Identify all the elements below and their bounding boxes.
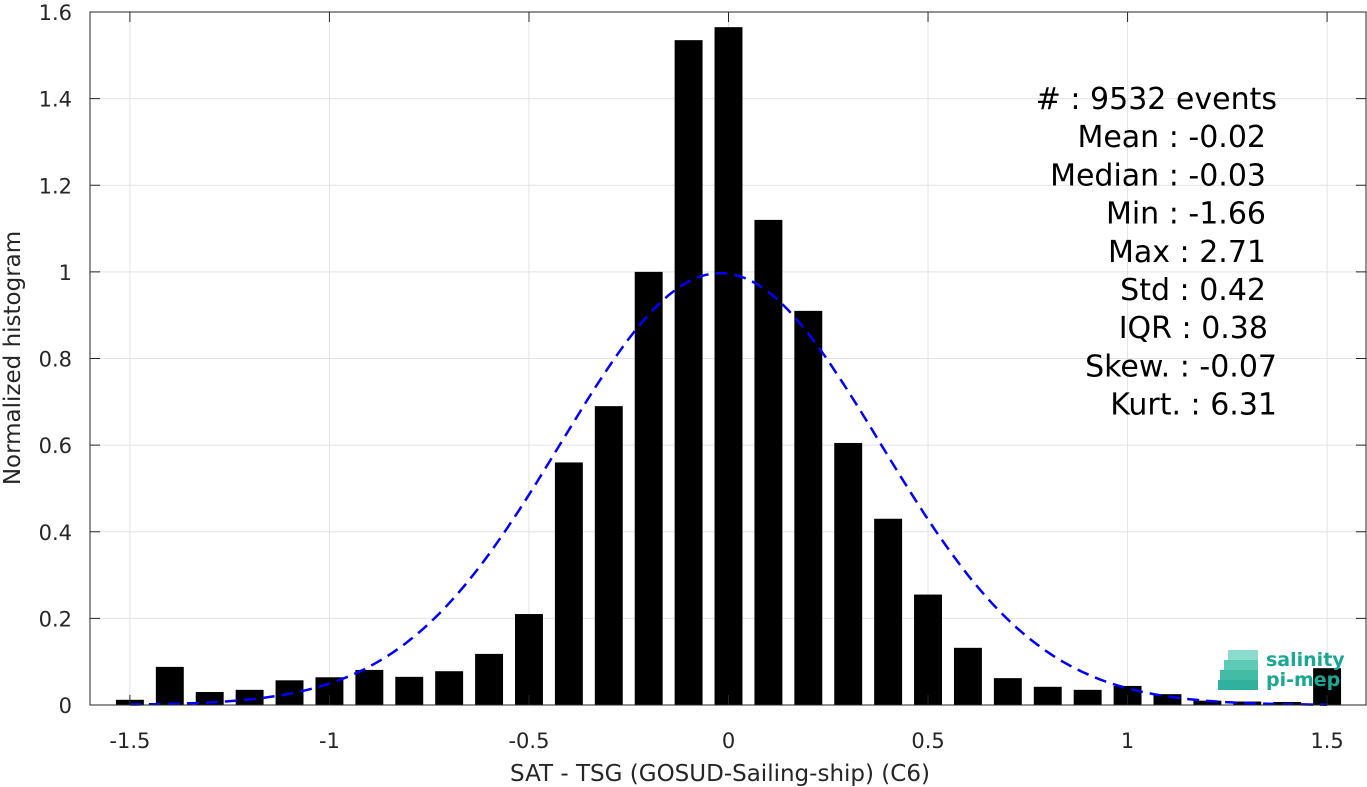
histogram-bar xyxy=(914,594,942,705)
y-tick-label: 0 xyxy=(59,694,72,718)
histogram-bars xyxy=(115,27,1342,706)
histogram-bar xyxy=(155,666,184,705)
salinity-pimep-logo: salinity pi-mep xyxy=(1218,649,1345,691)
x-tick-label: -1.5 xyxy=(109,729,150,753)
histogram-bar xyxy=(1033,686,1062,705)
axes-frame xyxy=(89,11,1367,706)
histogram-bar xyxy=(714,27,743,706)
x-tick-label: 1.5 xyxy=(1310,729,1343,753)
histogram-bar xyxy=(953,647,982,705)
stat-line: Mean : -0.02 xyxy=(1077,120,1266,155)
histogram-bar xyxy=(874,518,903,705)
y-tick-label: 0.8 xyxy=(39,348,72,372)
logo-text-line1: salinity xyxy=(1266,649,1345,671)
histogram-bar xyxy=(475,653,504,705)
y-tick-label: 1.6 xyxy=(39,1,72,25)
stat-line: Max : 2.71 xyxy=(1108,235,1266,270)
logo-wave-icon xyxy=(1218,650,1258,690)
histogram-bar xyxy=(594,406,623,705)
histogram-bar xyxy=(235,689,264,705)
logo-text-line2: pi-mep xyxy=(1266,669,1340,691)
y-tick-label: 1 xyxy=(59,261,72,285)
stat-line: IQR : 0.38 xyxy=(1119,311,1268,346)
x-tick-label: 0 xyxy=(722,729,735,753)
histogram-bar xyxy=(754,219,783,705)
histogram-bar xyxy=(674,40,703,705)
x-tick-label: 1 xyxy=(1121,729,1134,753)
histogram-bar xyxy=(634,271,663,705)
x-tick-label: -1 xyxy=(319,729,340,753)
histogram-bar xyxy=(355,669,384,705)
histogram-bar xyxy=(993,678,1022,705)
histogram-bar xyxy=(1073,689,1102,705)
y-tick-label: 0.4 xyxy=(39,521,72,545)
x-tick-label: 0.5 xyxy=(911,729,944,753)
histogram-bar xyxy=(395,676,424,705)
histogram-bar xyxy=(435,671,464,705)
y-tick-label: 1.4 xyxy=(39,88,72,112)
histogram-bar xyxy=(794,310,823,705)
histogram-bar xyxy=(834,442,863,705)
x-tick-labels: -1.5 -1 -0.5 0 0.5 1 1.5 xyxy=(109,729,1343,753)
histogram-bar xyxy=(515,614,543,705)
stat-line: Kurt. : 6.31 xyxy=(1110,388,1277,423)
stat-line: Skew. : -0.07 xyxy=(1085,349,1277,384)
y-tick-label: 0.6 xyxy=(39,434,72,458)
y-tick-labels: 0 0.2 0.4 0.6 0.8 1 1.2 1.4 1.6 xyxy=(39,1,72,718)
gaussian-fit xyxy=(129,271,1328,706)
y-axis-label: Normalized histogram xyxy=(0,231,26,485)
x-tick-label: -0.5 xyxy=(508,729,549,753)
stat-line: Min : -1.66 xyxy=(1106,197,1266,232)
stat-line: # : 9532 events xyxy=(1036,82,1277,117)
y-tick-label: 1.2 xyxy=(39,174,72,198)
stat-line: Std : 0.42 xyxy=(1120,273,1266,308)
y-tick-label: 0.2 xyxy=(39,607,72,631)
histogram-bar xyxy=(554,462,583,705)
stat-line: Median : -0.03 xyxy=(1050,158,1266,193)
x-axis-label: SAT - TSG (GOSUD-Sailing-ship) (C6) xyxy=(510,761,930,787)
fit-curve xyxy=(129,271,1328,706)
histogram-bar xyxy=(1153,694,1182,705)
histogram-bar xyxy=(1193,700,1222,705)
